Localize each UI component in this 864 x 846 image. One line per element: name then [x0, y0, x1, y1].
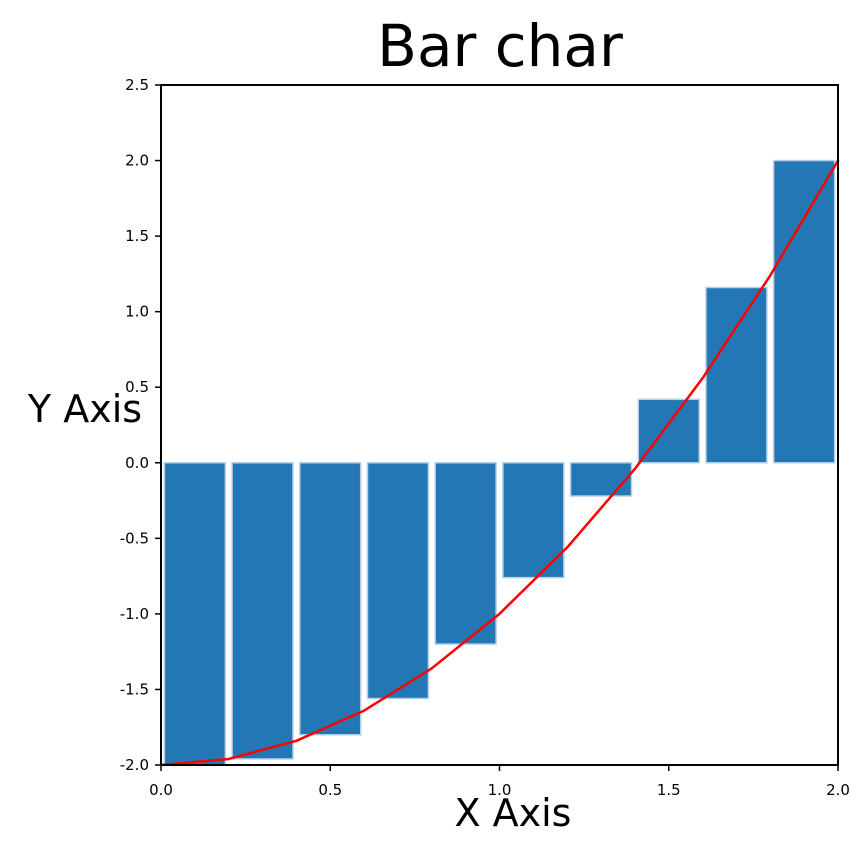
bar-10	[772, 159, 836, 464]
y-tick-label-10: -2.0	[120, 756, 149, 774]
bar-9	[705, 286, 768, 464]
ticks-layer: 0.0 0.5 1.0 1.5 2.0 2.5 2.0 1.5 1.0 0.5 0.0 -0.5 -1.…	[120, 76, 850, 799]
bar-1	[163, 462, 227, 766]
x-tick-label-2: 0.5	[318, 781, 342, 799]
line-layer	[159, 159, 840, 767]
trend-line	[159, 159, 840, 767]
x-tick-label-1: 0.0	[149, 781, 173, 799]
bar-2	[231, 462, 294, 760]
y-tick-label-6: 0.0	[125, 454, 149, 472]
y-tick-label-1: 2.5	[125, 76, 149, 94]
x-tick-label-3: 1.0	[488, 781, 512, 799]
chart-title: Bar char	[377, 12, 623, 80]
y-tick-label-9: -1.5	[120, 680, 149, 698]
bar-6	[502, 462, 565, 579]
x-axis-label: X Axis	[455, 791, 572, 835]
y-tick-label-5: 0.5	[125, 378, 149, 396]
bars-layer	[163, 159, 836, 766]
y-tick-label-4: 1.0	[125, 303, 149, 321]
y-tick-label-7: -0.5	[120, 529, 149, 547]
x-tick-label-4: 1.5	[657, 781, 681, 799]
y-axis-label: Y Axis	[27, 387, 142, 431]
axes-layer	[155, 84, 839, 771]
bar-3	[299, 462, 362, 736]
bar-4	[366, 462, 430, 700]
bar-5	[434, 462, 497, 645]
x-tick-label-5: 2.0	[826, 781, 850, 799]
y-tick-label-8: -1.0	[120, 605, 149, 623]
y-tick-label-2: 2.0	[125, 152, 149, 170]
y-tick-label-3: 1.5	[125, 227, 149, 245]
bar-7	[569, 462, 633, 497]
